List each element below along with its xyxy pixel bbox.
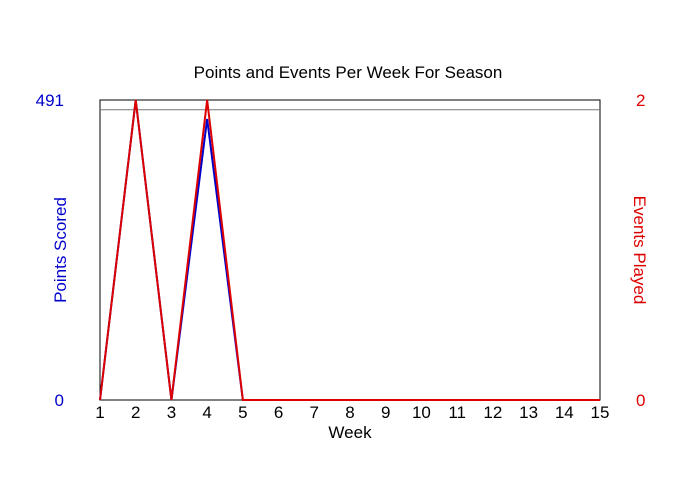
x-tick-label: 6 [274, 403, 283, 422]
x-tick-labels: 1 2 3 4 5 6 7 8 9 10 11 12 13 14 15 [95, 403, 609, 422]
x-tick-label: 15 [591, 403, 610, 422]
chart-title: Points and Events Per Week For Season [194, 63, 503, 82]
x-tick-label: 5 [238, 403, 247, 422]
x-tick-label: 8 [345, 403, 354, 422]
x-tick-label: 1 [95, 403, 104, 422]
x-tick-label: 11 [448, 403, 466, 422]
y-tick-label-left-min: 0 [55, 391, 64, 410]
x-tick-label: 12 [483, 403, 502, 422]
plot-area [99, 99, 601, 401]
x-tick-label: 7 [310, 403, 319, 422]
y-axis-label-left: Points Scored [51, 197, 70, 303]
y-tick-label-right-min: 0 [636, 391, 645, 410]
x-axis-label: Week [328, 423, 372, 442]
x-tick-label: 4 [202, 403, 211, 422]
y-axis-label-right: Events Played [630, 196, 649, 305]
x-tick-label: 9 [381, 403, 390, 422]
x-tick-label: 13 [519, 403, 538, 422]
x-tick-label: 2 [131, 403, 140, 422]
x-tick-label: 3 [167, 403, 176, 422]
y-tick-label-right-max: 2 [636, 91, 645, 110]
series-line-events [99, 99, 600, 401]
series-layer [99, 99, 600, 401]
x-tick-label: 14 [555, 403, 574, 422]
y-tick-label-left-max: 491 [36, 91, 64, 110]
x-tick-label: 10 [412, 403, 431, 422]
